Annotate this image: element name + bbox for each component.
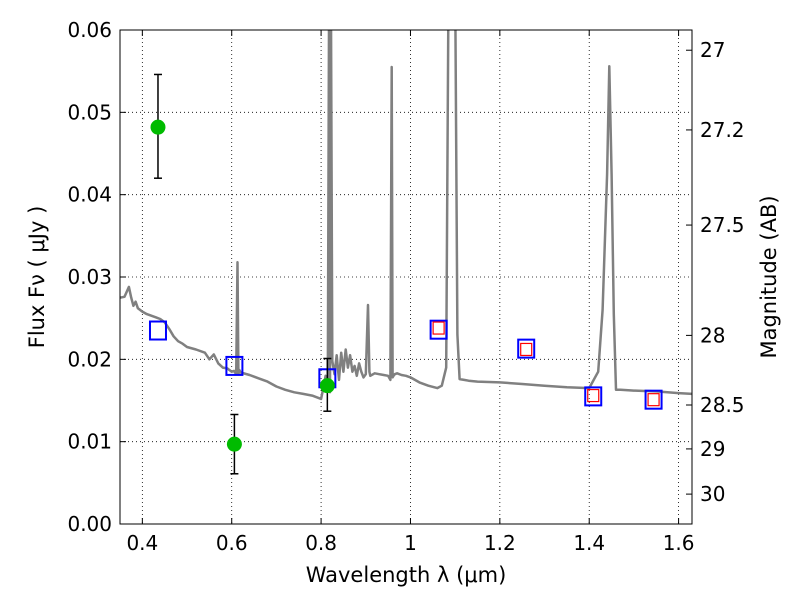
y-tick-label: 0.06 (67, 18, 112, 42)
photometry-marker-layer (148, 73, 663, 475)
observed-flux-point (319, 378, 335, 394)
x-tick-label: 1 (404, 531, 417, 555)
y-tick-label: 0.03 (67, 265, 112, 289)
x-tick-label: 1.6 (663, 531, 695, 555)
y2-axis-label: Magnitude (AB) (757, 195, 781, 358)
y-tick-label: 0.00 (67, 512, 112, 536)
model-photometry-square (225, 355, 244, 376)
observed-flux-point (150, 119, 166, 135)
y2-tick-label: 27.2 (700, 118, 745, 142)
upper-limit-square (432, 321, 445, 335)
x-tick-label: 0.8 (305, 531, 337, 555)
y-tick-label: 0.05 (67, 100, 112, 124)
plot-frame (119, 29, 693, 525)
model-photometry-square (429, 319, 448, 340)
x-tick-label: 1.2 (484, 531, 516, 555)
sed-model-layer (120, 30, 692, 401)
y-axis-label: Flux Fν ( μJy ) (25, 206, 49, 349)
y2-tick-label: 30 (700, 482, 725, 506)
grid-lines (120, 30, 692, 524)
axis-ticks: 0.4 0.6 0.8 1 1.2 1.4 1.6 0.00 0.01 0.02 0.03 0.04 0… (67, 18, 744, 555)
x-tick-label: 0.4 (126, 531, 158, 555)
upper-limit-square (647, 393, 660, 407)
x-tick-label: 0.6 (216, 531, 248, 555)
y2-tick-label: 27 (700, 38, 725, 62)
y-tick-label: 0.02 (67, 347, 112, 371)
y2-tick-label: 28 (700, 323, 725, 347)
sed-model-line (120, 30, 692, 401)
y2-tick-label: 27.5 (700, 213, 745, 237)
y2-tick-label: 29 (700, 437, 725, 461)
y-tick-label: 0.04 (67, 183, 112, 207)
model-photometry-square (148, 320, 167, 341)
x-axis-label: Wavelength λ (μm) (306, 563, 507, 587)
upper-limit-square (520, 342, 533, 357)
upper-limit-square (587, 388, 600, 403)
model-photometry-square (517, 338, 536, 359)
model-photometry-square (644, 389, 663, 410)
x-tick-label: 1.4 (573, 531, 605, 555)
model-photometry-square (584, 386, 603, 407)
y-tick-label: 0.01 (67, 430, 112, 454)
y2-tick-label: 28.5 (700, 393, 745, 417)
observed-flux-point (226, 436, 242, 452)
